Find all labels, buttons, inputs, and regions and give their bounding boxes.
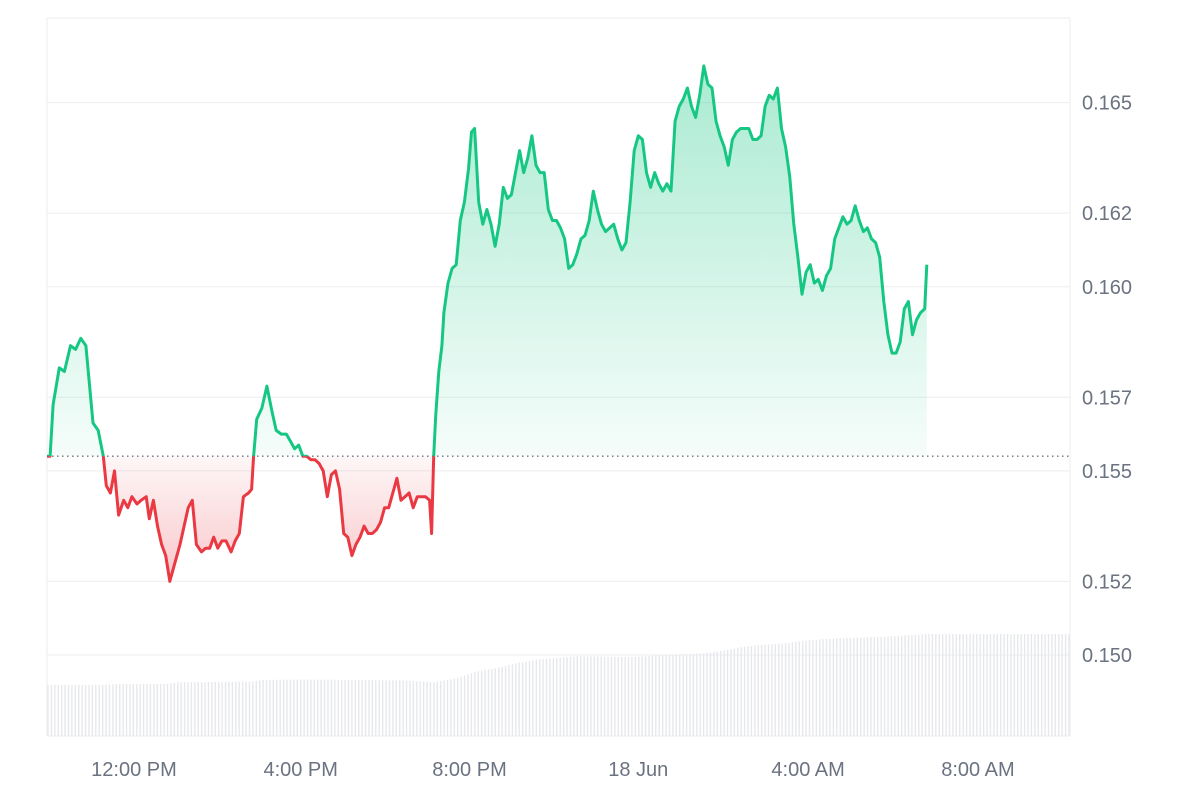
y-tick-label: 0.162 <box>1082 203 1132 225</box>
x-axis: 12:00 PM 4:00 PM 8:00 PM 18 Jun 4:00 AM 8:00 … <box>91 759 1014 781</box>
x-tick-label: 18 Jun <box>608 759 668 781</box>
x-tick-label: 12:00 PM <box>91 759 177 781</box>
x-tick-label: 8:00 AM <box>941 759 1014 781</box>
y-tick-label: 0.165 <box>1082 93 1132 115</box>
down-area <box>47 456 927 582</box>
area-layer <box>47 65 927 582</box>
price-line-up <box>47 64 929 457</box>
y-tick-label: 0.155 <box>1082 461 1132 483</box>
y-tick-label: 0.160 <box>1082 277 1132 299</box>
y-axis: 0.150 0.152 0.155 0.157 0.160 0.162 0.165 <box>1082 93 1132 667</box>
x-tick-label: 4:00 PM <box>263 759 337 781</box>
y-tick-label: 0.152 <box>1082 571 1132 593</box>
up-area <box>50 65 927 457</box>
y-tick-label: 0.157 <box>1082 387 1132 409</box>
price-line-down <box>47 456 436 583</box>
x-tick-label: 4:00 AM <box>771 759 844 781</box>
volume-layer <box>47 634 1070 736</box>
line-layer <box>47 64 929 583</box>
y-tick-label: 0.150 <box>1082 645 1132 667</box>
x-tick-label: 8:00 PM <box>432 759 506 781</box>
